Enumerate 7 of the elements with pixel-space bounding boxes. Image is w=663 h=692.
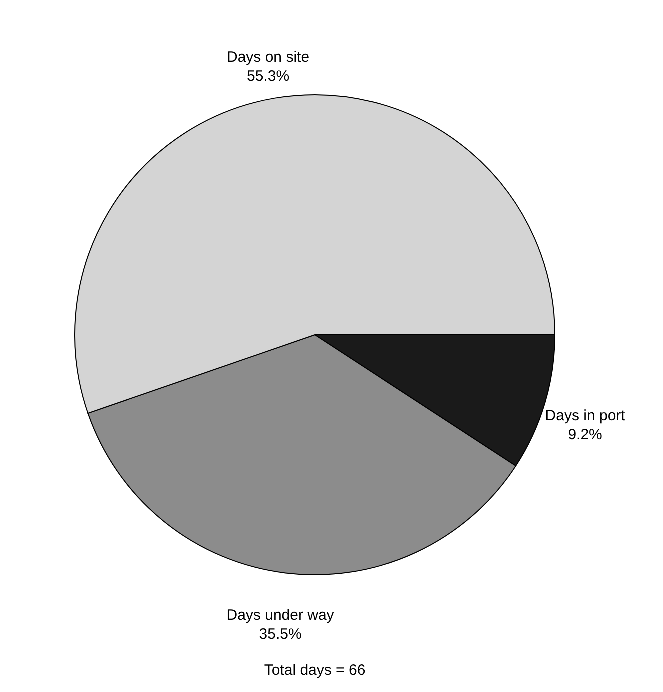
- slice-label: Days on site: [226, 48, 310, 66]
- data-label: 35.5%: [259, 626, 302, 643]
- slice-label: Days in port: [545, 407, 626, 424]
- data-label: 9.2%: [568, 426, 602, 444]
- slice-label: Days under way: [226, 606, 335, 624]
- data-label: 55.3%: [246, 68, 290, 85]
- text: Total days = 66: [264, 662, 366, 679]
